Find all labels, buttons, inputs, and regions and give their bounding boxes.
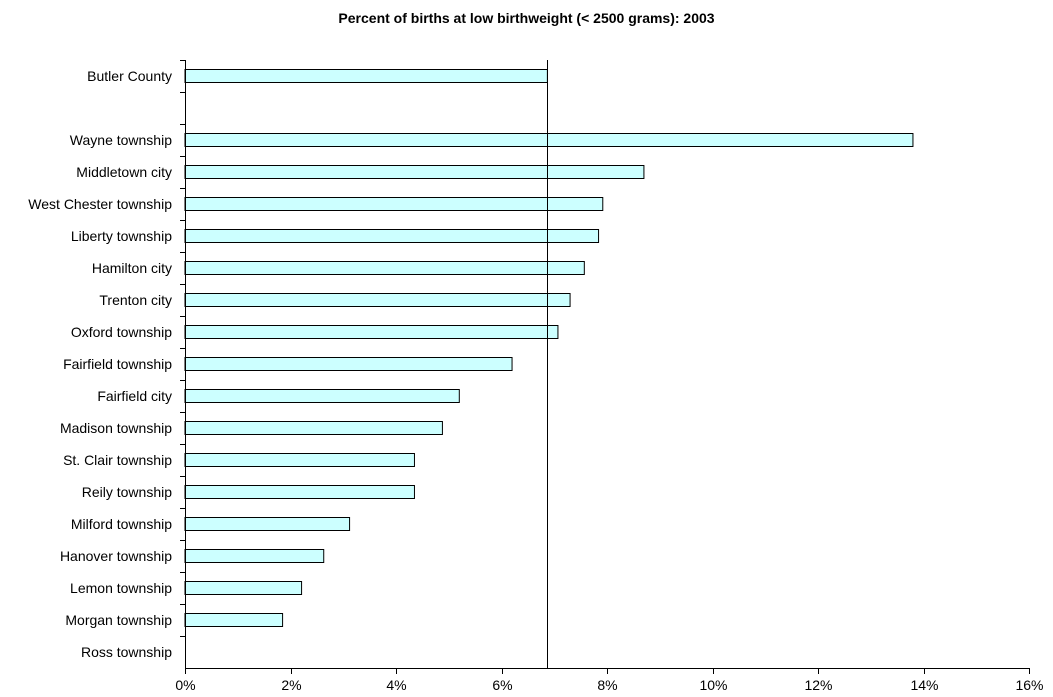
x-tick-label: 8% xyxy=(597,677,617,693)
x-tick-label: 14% xyxy=(910,677,938,693)
category-label: Hanover township xyxy=(60,548,172,564)
bar xyxy=(184,69,548,83)
category-label: Lemon township xyxy=(70,580,172,596)
bar xyxy=(184,325,559,339)
x-tick-label: 4% xyxy=(386,677,406,693)
x-tick-label: 16% xyxy=(1015,677,1043,693)
category-label: Milford township xyxy=(71,516,172,532)
bar xyxy=(184,293,571,307)
bar xyxy=(184,357,513,371)
category-label: Liberty township xyxy=(71,228,172,244)
bar xyxy=(184,581,303,595)
category-label: Fairfield city xyxy=(97,388,172,404)
bar xyxy=(184,613,284,627)
bar xyxy=(184,389,460,403)
bar xyxy=(184,165,645,179)
category-label: Butler County xyxy=(87,68,172,84)
category-label: Ross township xyxy=(81,644,172,660)
bar xyxy=(184,517,351,531)
bar xyxy=(184,485,415,499)
category-label: West Chester township xyxy=(28,196,172,212)
x-tick-label: 0% xyxy=(175,677,195,693)
x-tick-label: 12% xyxy=(804,677,832,693)
category-label: Morgan township xyxy=(65,612,172,628)
category-label: Fairfield township xyxy=(63,356,172,372)
category-label: Hamilton city xyxy=(92,260,172,276)
category-label: Reily township xyxy=(82,484,172,500)
bar xyxy=(184,133,914,147)
bar xyxy=(184,549,325,563)
category-label: Madison township xyxy=(60,420,172,436)
category-label: St. Clair township xyxy=(63,452,172,468)
bar xyxy=(184,453,415,467)
category-label: Wayne township xyxy=(70,132,172,148)
bar xyxy=(184,197,604,211)
category-label: Middletown city xyxy=(76,164,172,180)
bar xyxy=(184,421,443,435)
x-tick-label: 10% xyxy=(699,677,727,693)
category-label: Oxford township xyxy=(71,324,172,340)
x-tick-label: 2% xyxy=(281,677,301,693)
bar xyxy=(184,229,600,243)
x-tick-label: 6% xyxy=(492,677,512,693)
category-label: Trenton city xyxy=(99,292,172,308)
bar xyxy=(184,261,585,275)
chart-title: Percent of births at low birthweight (< … xyxy=(338,10,715,26)
